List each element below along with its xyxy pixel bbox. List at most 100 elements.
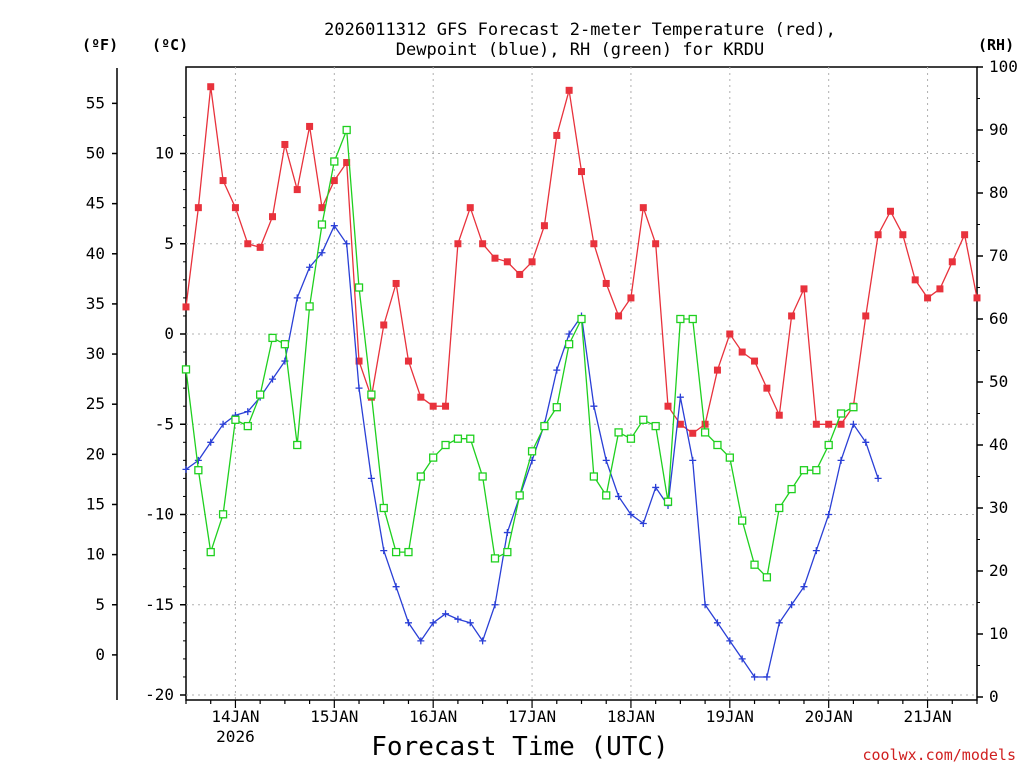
2-meter-temperature-point — [429, 402, 437, 410]
2-meter-temperature-point — [924, 294, 932, 302]
dewpoint-point — [689, 456, 697, 464]
rh-tick-label: 0 — [989, 687, 999, 706]
dewpoint-point — [825, 511, 833, 518]
relative-humidity-point — [824, 440, 833, 450]
dewpoint-point — [454, 615, 462, 623]
dewpoint-point — [380, 547, 388, 555]
relative-humidity-point — [317, 220, 327, 229]
relative-humidity-point — [725, 453, 734, 462]
relative-humidity-point — [639, 415, 648, 424]
celsius-tick-label: -10 — [145, 505, 174, 524]
relative-humidity-point — [836, 409, 846, 418]
2-meter-temperature-point — [380, 321, 388, 329]
2-meter-temperature-point — [219, 177, 227, 185]
fahrenheit-tick-label: 5 — [95, 595, 105, 614]
relative-humidity-point — [429, 453, 438, 462]
relative-humidity-point — [577, 314, 586, 324]
x-tick-label: 16JAN — [409, 707, 457, 726]
2-meter-temperature-point — [330, 177, 338, 185]
2-meter-temperature-point — [639, 204, 647, 212]
dewpoint-point — [800, 583, 808, 591]
rh-tick-label: 40 — [989, 435, 1008, 454]
dewpoint-point — [639, 520, 647, 528]
relative-humidity-point — [799, 466, 809, 475]
2-meter-temperature-point — [627, 294, 635, 302]
2-meter-temperature-point — [825, 420, 833, 428]
dewpoint-point — [306, 263, 314, 271]
2-meter-temperature-point — [343, 159, 351, 167]
2-meter-temperature-point — [442, 402, 450, 410]
2-meter-temperature-point — [886, 207, 894, 215]
relative-humidity-point — [762, 573, 772, 582]
fahrenheit-tick-label: 35 — [86, 294, 105, 313]
rh-tick-label: 50 — [989, 372, 1008, 391]
dewpoint-point — [367, 474, 375, 482]
dewpoint-point — [837, 456, 845, 464]
relative-humidity-point — [626, 434, 636, 443]
fahrenheit-unit-label: (ºF) — [82, 36, 119, 54]
dewpoint-point — [442, 610, 450, 618]
dewpoint-point — [318, 249, 326, 257]
rh-unit-label: (RH) — [978, 36, 1015, 54]
relative-humidity-point — [194, 466, 203, 475]
x-tick-label: 15JAN — [310, 707, 358, 726]
2-meter-temperature-point — [553, 131, 561, 139]
2-meter-temperature-point — [763, 384, 771, 392]
2-meter-temperature-point — [676, 420, 684, 428]
celsius-tick-label: -15 — [145, 595, 174, 614]
2-meter-temperature-point — [726, 330, 734, 338]
2-meter-temperature-point — [948, 258, 956, 266]
2-meter-temperature-series — [182, 83, 981, 437]
relative-humidity-point — [453, 434, 463, 443]
fahrenheit-tick-label: 30 — [86, 344, 105, 363]
dewpoint-point — [627, 511, 635, 518]
2-meter-temperature-point — [874, 231, 882, 239]
2-meter-temperature-point — [862, 312, 870, 320]
2-meter-temperature-point — [911, 276, 919, 284]
dewpoint-point — [194, 456, 202, 464]
2-meter-temperature-point — [578, 168, 585, 176]
2-meter-temperature-point — [306, 122, 314, 130]
2-meter-temperature-point — [182, 303, 190, 311]
dewpoint-point — [293, 294, 301, 302]
2-meter-temperature-point — [528, 258, 536, 266]
relative-humidity-point — [849, 403, 858, 412]
2-meter-temperature-point — [256, 243, 264, 251]
relative-humidity-point — [293, 440, 302, 450]
dewpoint-point — [429, 619, 437, 627]
2-meter-temperature-point — [602, 279, 610, 287]
rh-tick-label: 30 — [989, 498, 1008, 517]
relative-humidity-point — [218, 510, 228, 519]
2-meter-temperature-point — [961, 231, 969, 239]
dewpoint-point — [751, 673, 759, 681]
dewpoint-point — [244, 408, 252, 416]
2-meter-temperature-point — [899, 231, 907, 239]
rh-tick-label: 60 — [989, 309, 1008, 328]
fahrenheit-tick-label: 15 — [86, 494, 105, 513]
2-meter-temperature-point — [788, 312, 796, 320]
dewpoint-point — [775, 619, 783, 627]
celsius-tick-label: -5 — [155, 414, 174, 433]
2-meter-temperature-point — [936, 285, 944, 293]
2-meter-temperature-point — [479, 240, 487, 248]
dewpoint-point — [503, 529, 511, 537]
2-meter-temperature-point — [664, 402, 672, 410]
credit-link[interactable]: coolwx.com/models — [862, 746, 1016, 764]
2-meter-temperature-point — [194, 204, 202, 212]
x-tick-label: 20JAN — [805, 707, 853, 726]
relative-humidity-point — [466, 434, 475, 443]
relative-humidity-point — [330, 157, 339, 166]
fahrenheit-tick-label: 45 — [86, 194, 105, 213]
2-meter-temperature-point — [404, 357, 412, 365]
fahrenheit-tick-label: 50 — [86, 144, 105, 163]
relative-humidity-point — [540, 421, 549, 431]
relative-humidity-point — [503, 547, 512, 557]
relative-humidity-point — [713, 440, 722, 450]
relative-humidity-point — [305, 302, 314, 311]
fahrenheit-tick-label: 25 — [86, 394, 105, 413]
x-tick-sublabel: 2026 — [216, 727, 255, 746]
2-meter-temperature-point — [800, 285, 808, 293]
2-meter-temperature-point — [701, 420, 709, 428]
relative-humidity-point — [354, 283, 364, 292]
